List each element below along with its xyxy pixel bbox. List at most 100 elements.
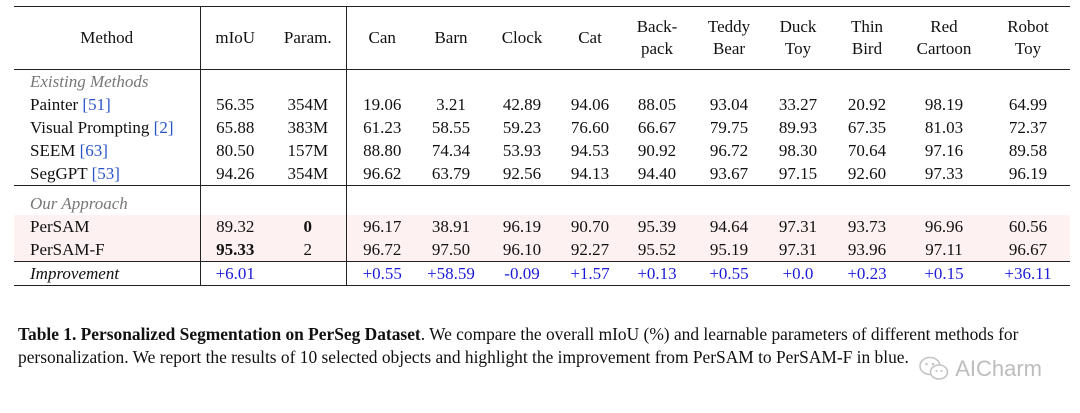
wechat-logo-icon bbox=[919, 356, 949, 380]
header-method: Method bbox=[14, 6, 201, 70]
value-cell: 76.60 bbox=[570, 118, 610, 137]
header-clock-line: Clock bbox=[501, 28, 543, 47]
header-thin-line: Thin bbox=[850, 17, 884, 36]
miou-cell: 95.33 bbox=[200, 238, 270, 262]
results-table: Method mIoU Param. Can Barn Clock Cat Back-pack… bbox=[14, 6, 1070, 286]
value-cell: 97.15 bbox=[778, 164, 818, 183]
method-name: PerSAM-F bbox=[14, 238, 201, 262]
citation-ref: [63] bbox=[79, 141, 108, 160]
value-cell: 94.64 bbox=[694, 215, 764, 238]
value-cell: 96.10 bbox=[484, 238, 560, 262]
improvement-row: Improvement +6.01 +0.55 +58.59 -0.09 +1.57 +0.… bbox=[14, 261, 1070, 286]
header-clock: Clock bbox=[484, 7, 560, 70]
empty-cell bbox=[418, 192, 484, 215]
value-cell: 97.31 bbox=[764, 215, 832, 238]
table-row: Visual Prompting [2] 65.88 383M 61.23 58.55 5… bbox=[14, 116, 1070, 139]
param-cell: 157M bbox=[270, 139, 347, 162]
caption-label: Table 1. bbox=[18, 324, 77, 344]
value-cell: 96.72 bbox=[346, 238, 418, 262]
header-thin-line: Bird bbox=[851, 39, 883, 58]
empty-cell bbox=[694, 70, 764, 94]
empty-cell bbox=[200, 192, 270, 215]
value-cell: 33.27 bbox=[778, 95, 818, 114]
empty-cell bbox=[270, 192, 347, 215]
header-backpack-line: pack bbox=[640, 39, 674, 58]
value-cell: 92.27 bbox=[560, 238, 620, 262]
spacer-row bbox=[14, 185, 1070, 192]
value-cell: 97.11 bbox=[902, 238, 986, 262]
header-red-line: Cartoon bbox=[916, 39, 972, 58]
citation-ref: [51] bbox=[82, 95, 111, 114]
method-name-text: SEEM bbox=[30, 141, 76, 160]
value-cell: 81.03 bbox=[924, 118, 964, 137]
value-cell: 97.33 bbox=[924, 164, 964, 183]
section-our-approach: Our Approach bbox=[14, 192, 1070, 215]
table-row: PerSAM 89.32 0 96.17 38.91 96.19 90.70 95.39 94.… bbox=[14, 215, 1070, 238]
value-cell: 72.37 bbox=[1008, 118, 1048, 137]
param-cell: 383M bbox=[270, 116, 347, 139]
watermark: AICharm bbox=[919, 356, 1042, 382]
header-robot-line: Toy bbox=[1014, 39, 1042, 58]
value-cell: +58.59 bbox=[427, 264, 475, 283]
header-red-line: Red bbox=[930, 17, 958, 36]
method-name: PerSAM bbox=[14, 215, 201, 238]
value-cell: 58.55 bbox=[431, 118, 471, 137]
value-cell: 74.34 bbox=[431, 141, 471, 160]
empty-cell bbox=[832, 192, 902, 215]
section-our-approach-label: Our Approach bbox=[14, 192, 201, 215]
value-cell: 42.89 bbox=[502, 95, 542, 114]
value-cell: 98.19 bbox=[924, 95, 964, 114]
header-teddy-line: Teddy bbox=[707, 17, 751, 36]
miou-cell: +6.01 bbox=[215, 264, 255, 283]
empty-cell bbox=[270, 69, 347, 93]
empty-cell bbox=[560, 192, 620, 215]
value-cell: 90.70 bbox=[560, 215, 620, 238]
value-cell: 96.67 bbox=[986, 238, 1070, 262]
value-cell: +0.55 bbox=[709, 264, 749, 283]
empty-cell bbox=[902, 70, 986, 94]
miou-cell: 80.50 bbox=[216, 141, 255, 160]
value-cell: 66.67 bbox=[637, 118, 677, 137]
header-cat: Cat bbox=[560, 7, 620, 70]
value-cell: 60.56 bbox=[986, 215, 1070, 238]
caption-title: Personalized Segmentation on PerSeg Data… bbox=[80, 324, 421, 344]
empty-cell bbox=[832, 70, 902, 94]
header-barn: Barn bbox=[418, 7, 484, 70]
header-miou: mIoU bbox=[200, 7, 270, 70]
header-can-line: Can bbox=[368, 28, 396, 47]
empty-cell bbox=[694, 192, 764, 215]
value-cell: 98.30 bbox=[778, 141, 818, 160]
empty-cell bbox=[986, 192, 1070, 215]
value-cell: 79.75 bbox=[709, 118, 749, 137]
citation-ref: [53] bbox=[91, 164, 120, 183]
param-cell: 0 bbox=[270, 215, 347, 238]
value-cell: 96.17 bbox=[346, 215, 418, 238]
value-cell: 94.40 bbox=[637, 164, 677, 183]
value-cell: 96.72 bbox=[709, 141, 749, 160]
value-cell: 96.19 bbox=[1008, 164, 1048, 183]
method-name-text: SegGPT bbox=[30, 164, 88, 183]
value-cell: 96.62 bbox=[363, 164, 402, 183]
header-robot: Robot Toy bbox=[986, 7, 1070, 70]
value-cell: +0.0 bbox=[782, 264, 814, 283]
value-cell: 94.53 bbox=[570, 141, 610, 160]
header-miou-line: mIoU bbox=[215, 28, 256, 47]
table-row: SEEM [63] 80.50 157M 88.80 74.34 53.93 94.53 90… bbox=[14, 139, 1070, 162]
empty-cell bbox=[764, 192, 832, 215]
header-can: Can bbox=[346, 7, 418, 70]
spacer-cell bbox=[270, 185, 347, 192]
empty-cell bbox=[484, 192, 560, 215]
value-cell: 20.92 bbox=[847, 95, 887, 114]
header-backpack: Back-pack bbox=[620, 7, 694, 70]
method-name: Painter [51] bbox=[14, 93, 201, 116]
value-cell: 93.73 bbox=[832, 215, 902, 238]
method-name: SEEM [63] bbox=[14, 139, 201, 162]
value-cell: 89.58 bbox=[1008, 141, 1048, 160]
section-existing-methods-label: Existing Methods bbox=[14, 69, 201, 93]
empty-cell bbox=[560, 70, 620, 94]
header-teddy: Teddy Bear bbox=[694, 7, 764, 70]
value-cell: +0.15 bbox=[924, 264, 964, 283]
miou-cell: 89.32 bbox=[200, 215, 270, 238]
empty-cell bbox=[200, 70, 270, 94]
value-cell: 96.96 bbox=[902, 215, 986, 238]
